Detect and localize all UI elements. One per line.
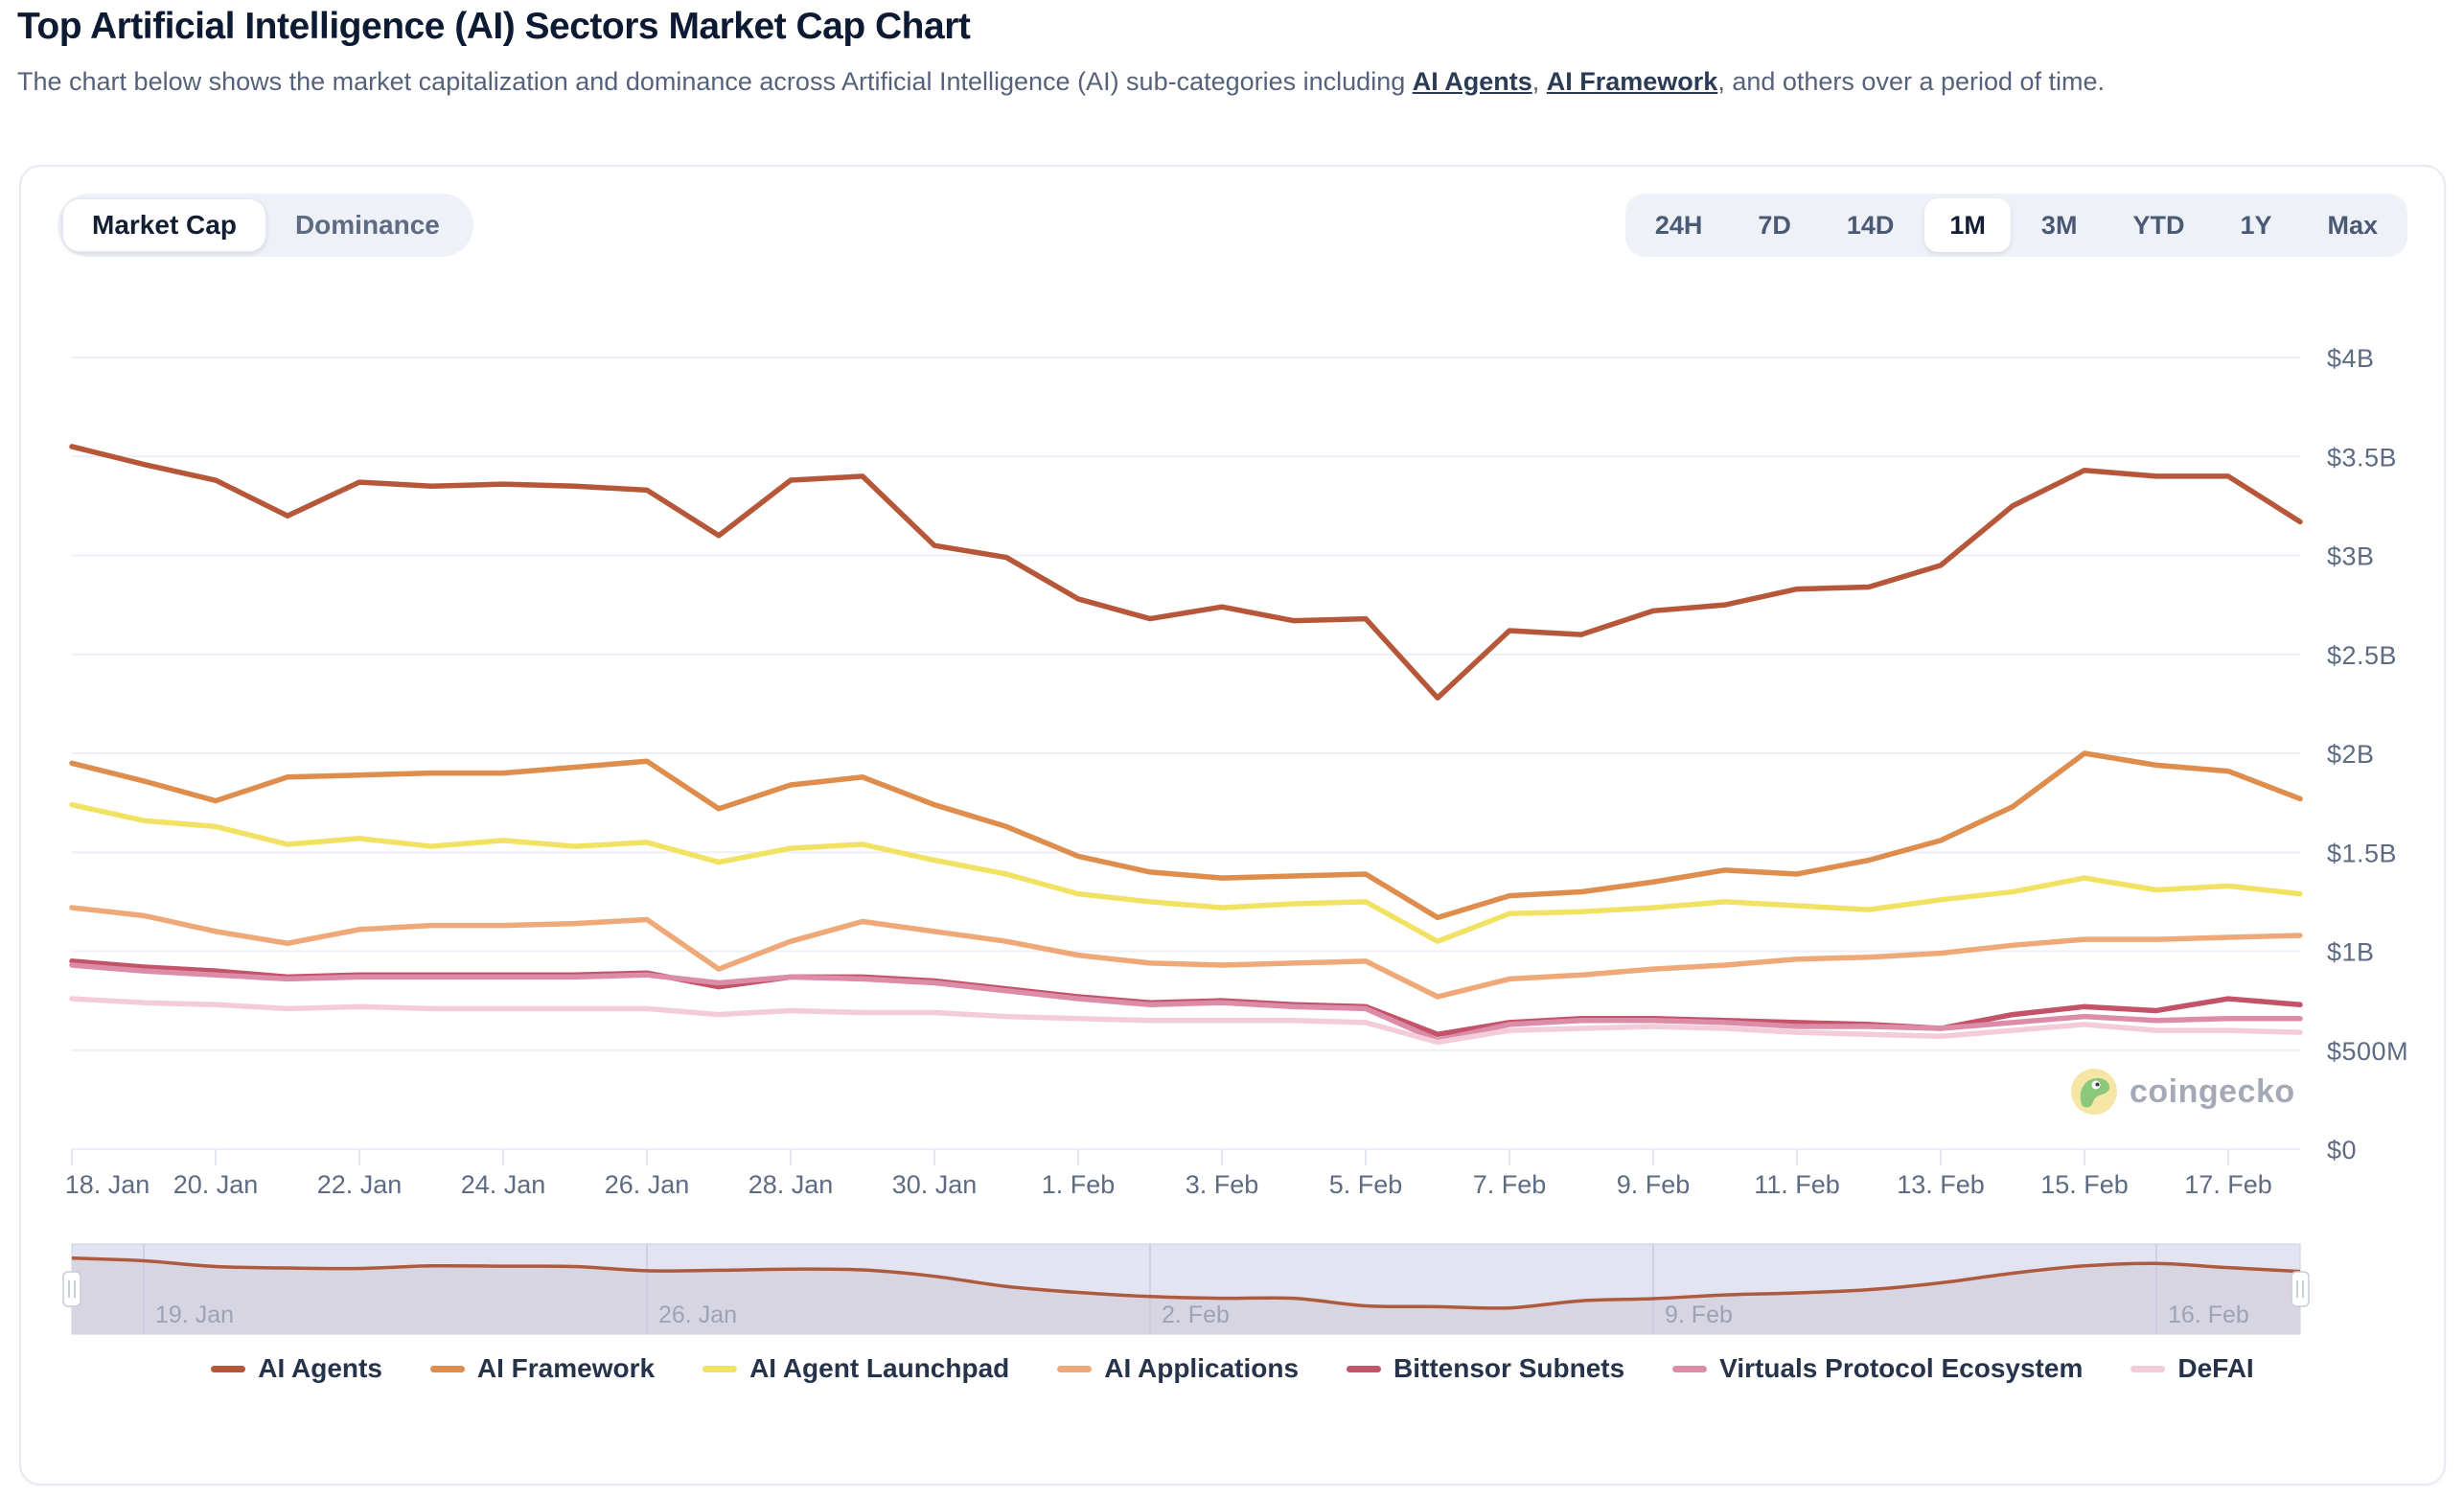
ai-framework-link[interactable]: AI Framework: [1547, 67, 1718, 96]
legend-dash-icon: [702, 1366, 737, 1372]
page-subtitle: The chart below shows the market capital…: [17, 67, 2105, 97]
legend-label: Virtuals Protocol Ecosystem: [1719, 1353, 2083, 1384]
legend-item-ai-framework[interactable]: AI Framework: [430, 1353, 655, 1384]
legend-label: DeFAI: [2177, 1353, 2253, 1384]
range-3m[interactable]: 3M: [2016, 198, 2103, 252]
legend-dash-icon: [430, 1366, 465, 1372]
ai-agents-link[interactable]: AI Agents: [1413, 67, 1532, 96]
legend-item-ai-applications[interactable]: AI Applications: [1057, 1353, 1299, 1384]
range-1y[interactable]: 1Y: [2215, 198, 2296, 252]
subtitle-text-1: The chart below shows the market capital…: [17, 67, 1413, 96]
legend-dash-icon: [1057, 1366, 1092, 1372]
coingecko-logo-icon: [2070, 1068, 2118, 1116]
coingecko-watermark-label: coingecko: [2130, 1073, 2295, 1111]
range-max[interactable]: Max: [2302, 198, 2403, 252]
range-1m[interactable]: 1M: [1924, 198, 2011, 252]
chart-legend: AI Agents AI Framework AI Agent Launchpa…: [21, 1353, 2444, 1384]
legend-dash-icon: [2130, 1366, 2165, 1372]
legend-label: AI Agent Launchpad: [749, 1353, 1009, 1384]
chart-card: Market Cap Dominance 24H 7D 14D 1M 3M YT…: [19, 165, 2446, 1486]
legend-item-defai[interactable]: DeFAI: [2130, 1353, 2253, 1384]
range-ytd[interactable]: YTD: [2107, 198, 2209, 252]
subtitle-text-2: , and others over a period of time.: [1717, 67, 2105, 96]
subtitle-sep: ,: [1532, 67, 1547, 96]
range-7d[interactable]: 7D: [1733, 198, 1816, 252]
legend-label: AI Applications: [1104, 1353, 1299, 1384]
page-title: Top Artificial Intelligence (AI) Sectors…: [17, 6, 970, 48]
legend-label: AI Framework: [477, 1353, 655, 1384]
legend-item-ai-agent-launchpad[interactable]: AI Agent Launchpad: [702, 1353, 1009, 1384]
legend-item-bittensor-subnets[interactable]: Bittensor Subnets: [1347, 1353, 1624, 1384]
legend-label: AI Agents: [258, 1353, 382, 1384]
legend-dash-icon: [1672, 1366, 1707, 1372]
range-selector: 24H 7D 14D 1M 3M YTD 1Y Max: [1625, 194, 2407, 257]
tab-market-cap[interactable]: Market Cap: [62, 198, 266, 252]
tab-dominance[interactable]: Dominance: [266, 198, 469, 252]
legend-dash-icon: [1347, 1366, 1381, 1372]
legend-item-virtuals-protocol-ecosystem[interactable]: Virtuals Protocol Ecosystem: [1672, 1353, 2083, 1384]
coingecko-watermark: coingecko: [2070, 1068, 2295, 1116]
legend-item-ai-agents[interactable]: AI Agents: [211, 1353, 382, 1384]
chart-controls: Market Cap Dominance 24H 7D 14D 1M 3M YT…: [58, 194, 2407, 257]
range-14d[interactable]: 14D: [1822, 198, 1920, 252]
metric-toggle: Market Cap Dominance: [58, 194, 473, 257]
range-24h[interactable]: 24H: [1630, 198, 1728, 252]
legend-dash-icon: [211, 1366, 245, 1372]
legend-label: Bittensor Subnets: [1393, 1353, 1624, 1384]
